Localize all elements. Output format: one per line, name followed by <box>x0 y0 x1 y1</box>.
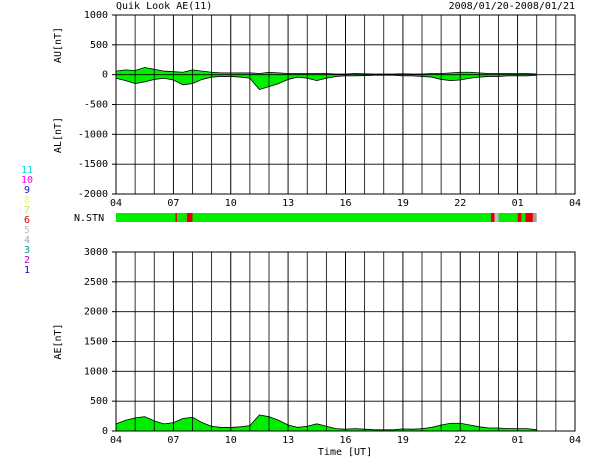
y-tick-label: -500 <box>84 100 108 111</box>
station-legend-label: 10 <box>21 175 33 186</box>
y-tick-label: -1000 <box>78 129 108 140</box>
station-segment <box>517 213 522 222</box>
y-tick-label: -2000 <box>78 189 108 200</box>
y-tick-label: 500 <box>90 40 108 51</box>
y-tick-label: 3000 <box>84 247 108 258</box>
station-legend-label: 2 <box>24 255 30 266</box>
y-axis-label: AU[nT] <box>53 27 64 63</box>
station-bar-label: N.STN <box>74 213 104 224</box>
y-tick-label: 1500 <box>84 337 108 348</box>
date-range: 2008/01/20-2008/01/21 <box>449 1 575 12</box>
plot-frame <box>115 14 576 195</box>
station-segment <box>116 213 176 222</box>
x-tick-label: 04 <box>110 198 122 209</box>
x-tick-label: 16 <box>339 435 351 446</box>
x-tick-label: 13 <box>282 435 294 446</box>
x-tick-label: 01 <box>512 198 524 209</box>
x-tick-label: 07 <box>167 198 179 209</box>
station-segment <box>192 213 491 222</box>
y-tick-label: 2500 <box>84 277 108 288</box>
y-tick-label: 1000 <box>84 366 108 377</box>
station-legend-label: 8 <box>24 195 30 206</box>
x-tick-label: 07 <box>167 435 179 446</box>
x-tick-label: 10 <box>225 198 237 209</box>
x-tick-label: 13 <box>282 198 294 209</box>
x-tick-label: 19 <box>397 198 409 209</box>
x-tick-label: 01 <box>512 435 524 446</box>
y-tick-label: 2000 <box>84 307 108 318</box>
station-segment <box>525 213 533 222</box>
station-legend-label: 7 <box>24 205 30 216</box>
station-legend-label: 6 <box>24 215 30 226</box>
station-segment <box>175 213 178 222</box>
station-legend-label: 3 <box>24 245 30 256</box>
station-segment <box>494 213 499 222</box>
station-segment <box>186 213 193 222</box>
station-segment <box>532 213 537 222</box>
y-tick-label: 1000 <box>84 10 108 21</box>
x-tick-label: 22 <box>454 435 466 446</box>
station-segment <box>498 213 518 222</box>
station-segment <box>521 213 526 222</box>
y-axis-label: AL[nT] <box>53 117 64 153</box>
station-legend-label: 4 <box>24 235 30 246</box>
station-segment <box>490 213 495 222</box>
y-tick-label: -1500 <box>78 159 108 170</box>
x-tick-label: 04 <box>110 435 122 446</box>
station-legend-label: 9 <box>24 185 30 196</box>
plot-frame <box>115 251 576 432</box>
x-tick-label: 04 <box>569 198 581 209</box>
y-axis-label: AE[nT] <box>53 323 64 359</box>
x-tick-label: 16 <box>339 198 351 209</box>
x-tick-label: 10 <box>225 435 237 446</box>
x-tick-label: 04 <box>569 435 581 446</box>
y-tick-label: 0 <box>102 426 108 437</box>
x-tick-label: 22 <box>454 198 466 209</box>
y-tick-label: 0 <box>102 70 108 81</box>
station-legend-label: 5 <box>24 225 30 236</box>
station-legend-label: 1 <box>24 265 30 276</box>
station-segment <box>177 213 187 222</box>
station-legend-label: 11 <box>21 165 33 176</box>
title: Quik Look AE(11) <box>116 1 212 12</box>
y-tick-label: 500 <box>90 396 108 407</box>
x-tick-label: 19 <box>397 435 409 446</box>
x-axis-label: Time [UT] <box>318 447 372 458</box>
